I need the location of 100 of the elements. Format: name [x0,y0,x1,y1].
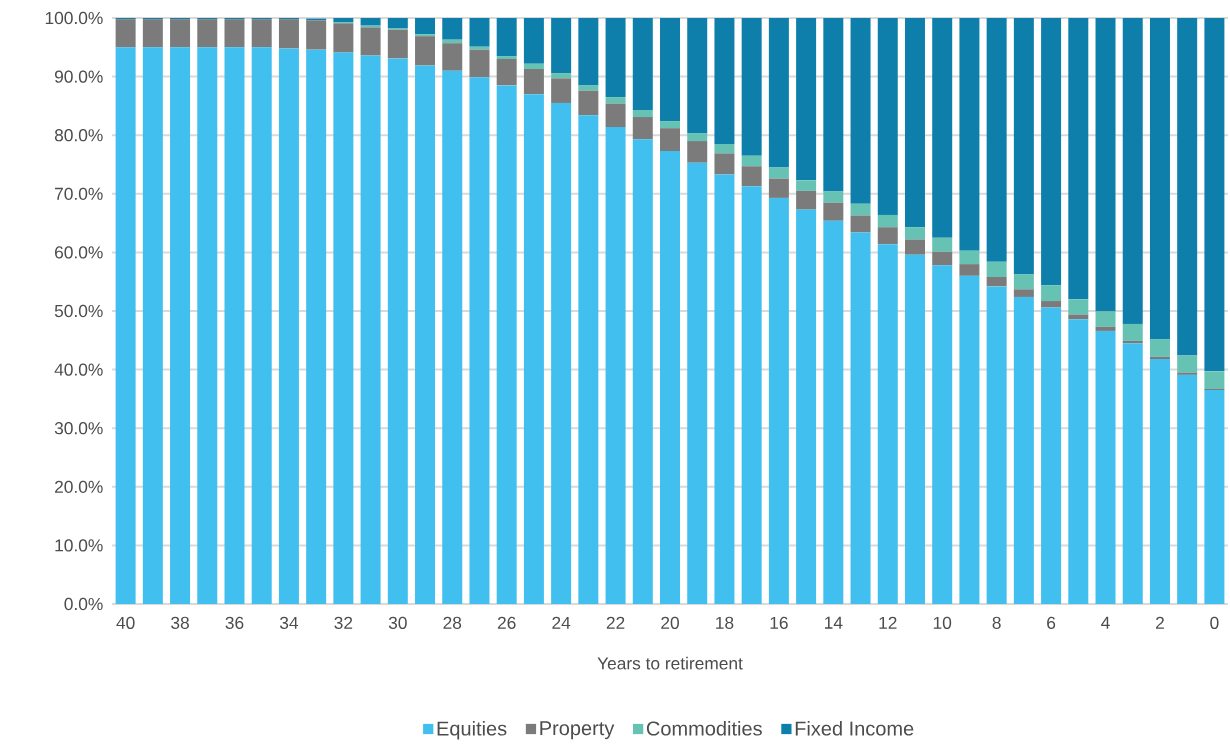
x-tick-label: 10 [933,616,952,629]
bar [578,85,599,91]
bar [1122,343,1143,604]
bar [1041,301,1062,308]
bar [1068,299,1089,315]
bar [278,19,299,49]
bar [632,139,653,604]
x-tick-label: 28 [443,616,462,629]
bar [496,59,517,86]
bar [660,18,681,122]
y-tick-label: 70.0% [55,187,103,200]
legend-label: Commodities [646,720,762,736]
bar [1041,18,1062,286]
bar [986,286,1007,604]
bar [1041,307,1062,604]
x-tick-label: 36 [225,616,244,629]
bar [578,115,599,604]
bar [387,58,408,604]
bar [551,78,572,103]
bar [877,18,898,215]
bar [496,18,517,57]
x-tick-label: 24 [552,616,571,629]
bar [823,202,844,221]
bar [306,20,327,50]
bar [115,47,136,604]
bar [551,73,572,79]
x-tick-label: 34 [279,616,299,629]
bar [877,244,898,604]
bar [850,232,871,604]
x-tick-label: 0 [1210,616,1219,629]
bar [932,265,953,604]
bar [442,70,463,604]
x-tick-label: 6 [1047,616,1056,629]
bar [415,18,436,35]
bar [714,174,735,604]
bar [1095,326,1116,331]
x-tick-label: 38 [171,616,189,629]
bar [632,18,653,110]
bar [959,18,980,251]
y-tick-label: 100.0% [45,11,103,25]
bar [197,47,218,604]
bar [1149,359,1170,604]
bar [605,126,626,604]
bar [1177,374,1198,604]
bar [796,190,817,210]
bar [850,215,871,233]
legend-label: Property [540,721,615,740]
bar [360,27,381,56]
bar [469,77,490,604]
bar [986,277,1007,287]
bar [360,18,381,26]
bar [877,227,898,245]
bar [959,275,980,604]
bar [768,18,789,168]
bar [387,18,408,29]
bar [251,47,272,604]
bar [877,214,898,228]
bar [687,162,708,604]
bar [415,65,436,604]
bar [660,128,681,152]
bar [768,167,789,179]
bar [197,19,218,48]
x-tick-label: 2 [1156,616,1164,629]
bar [741,155,762,167]
bar [415,36,436,66]
bar [904,239,925,255]
bar [1041,285,1062,302]
bar [469,46,490,50]
bar [333,18,354,23]
bar [741,186,762,604]
bar [551,102,572,604]
x-tick-label: 20 [661,616,679,629]
bar [1013,296,1034,604]
x-tick-label: 40 [116,616,135,629]
legend-label: Equities [437,720,507,740]
bar [278,48,299,604]
bar [932,237,953,252]
bar [142,19,163,48]
bar [605,103,626,127]
y-tick-label: 40.0% [54,363,103,376]
bar [796,209,817,604]
bar [523,94,544,604]
bar [1177,355,1198,373]
bar [823,220,844,604]
x-tick-label: 22 [606,616,625,629]
bar [850,203,871,216]
bar [496,56,517,60]
bar [469,18,490,47]
bar [986,261,1007,278]
x-tick-label: 18 [716,616,734,629]
bar [496,85,517,604]
y-tick-label: 20.0% [55,480,103,493]
bar [306,49,327,604]
bar [224,47,245,604]
bar [469,49,490,78]
y-tick-label: 30.0% [54,422,103,435]
bar [333,52,354,604]
bar [251,19,272,48]
bar [170,47,191,604]
bar [523,63,544,69]
